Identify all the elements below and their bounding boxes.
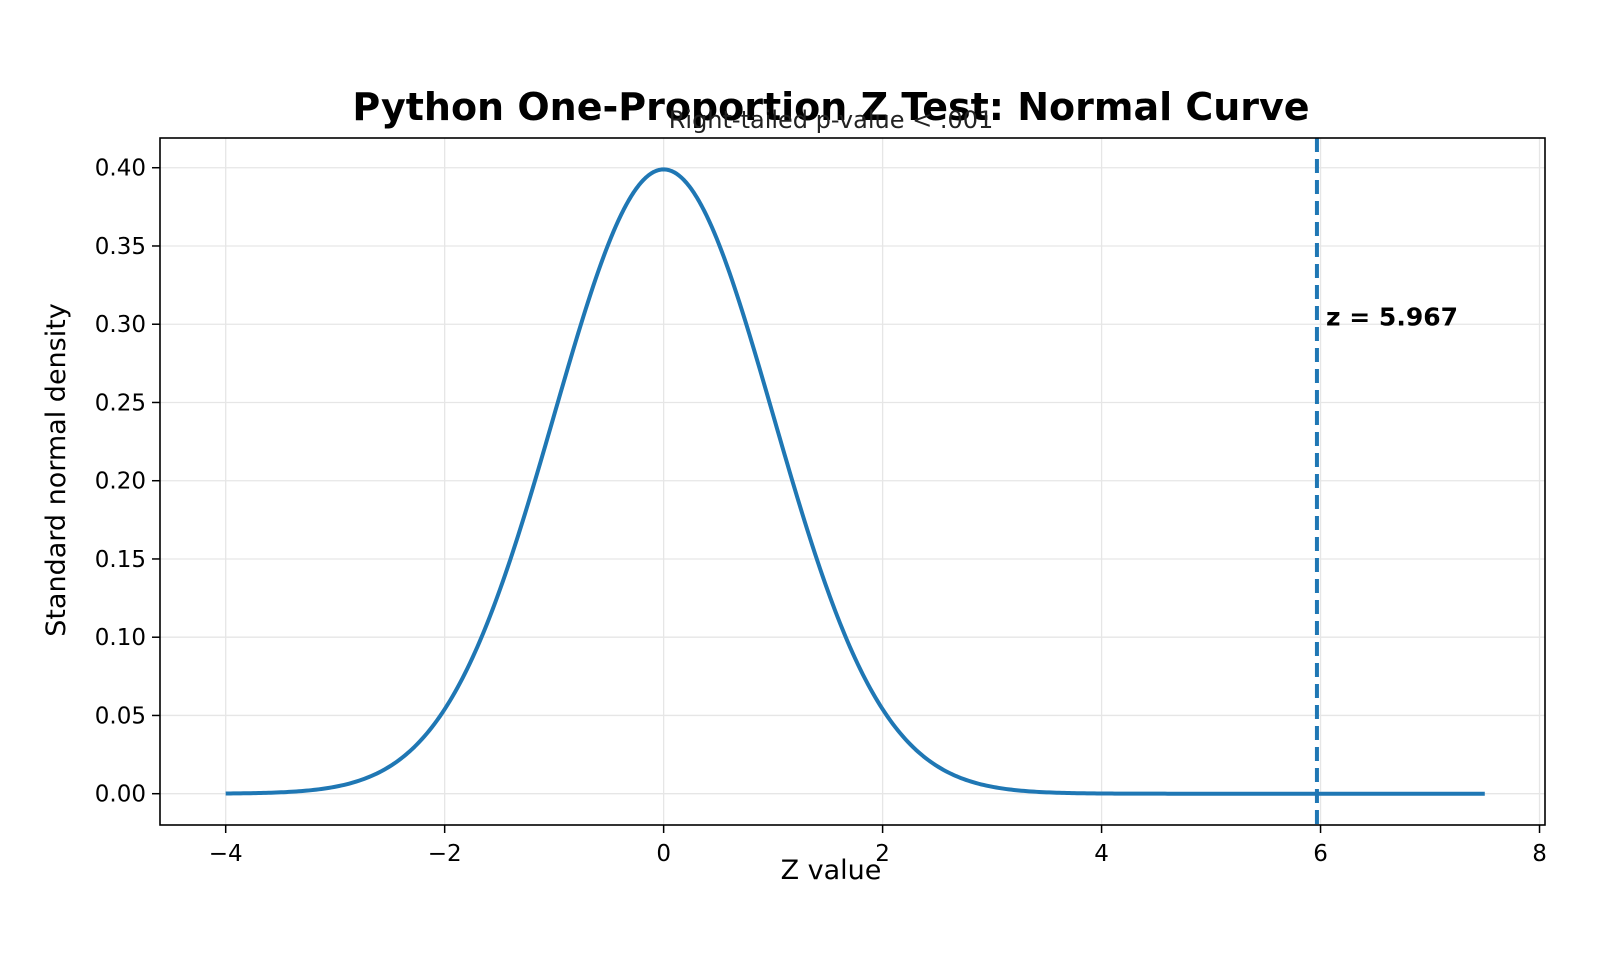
plot-frame <box>159 137 1546 826</box>
z-value-annotation: z = 5.967 <box>1326 302 1458 331</box>
y-tick-label: 0.40 <box>95 156 146 182</box>
y-tick-label: 0.15 <box>95 547 146 573</box>
x-tick-label: −2 <box>428 841 462 867</box>
x-axis-label: Z value <box>781 855 882 886</box>
x-tick-label: −4 <box>209 841 243 867</box>
y-axis-ticks: 0.00 0.05 0.10 0.15 0.20 0.25 0.30 0.35 0.40 <box>95 156 160 808</box>
y-tick-label: 0.05 <box>95 703 146 729</box>
y-tick-label: 0.20 <box>95 469 146 495</box>
curve-layer <box>225 167 1485 796</box>
x-tick-label: 2 <box>875 841 890 867</box>
y-tick-label: 0.00 <box>95 782 146 808</box>
chart-title: Python One-Proportion Z Test: Normal Cur… <box>352 85 1309 129</box>
grid-lines <box>160 138 1545 825</box>
y-tick-label: 0.10 <box>95 625 146 651</box>
y-tick-label: 0.30 <box>95 312 146 338</box>
x-tick-label: 6 <box>1313 841 1328 867</box>
y-axis-label: Standard normal density <box>41 303 72 637</box>
x-tick-label: 0 <box>656 841 671 867</box>
y-tick-label: 0.35 <box>95 234 146 260</box>
x-tick-label: 4 <box>1094 841 1109 867</box>
normal-density-curve <box>225 167 1485 796</box>
x-tick-label: 8 <box>1532 841 1547 867</box>
chart-subtitle: Right-tailed p-value < .001 <box>669 106 994 134</box>
y-tick-label: 0.25 <box>95 390 146 416</box>
x-axis-ticks: −4 −2 0 2 4 6 8 <box>209 825 1547 867</box>
